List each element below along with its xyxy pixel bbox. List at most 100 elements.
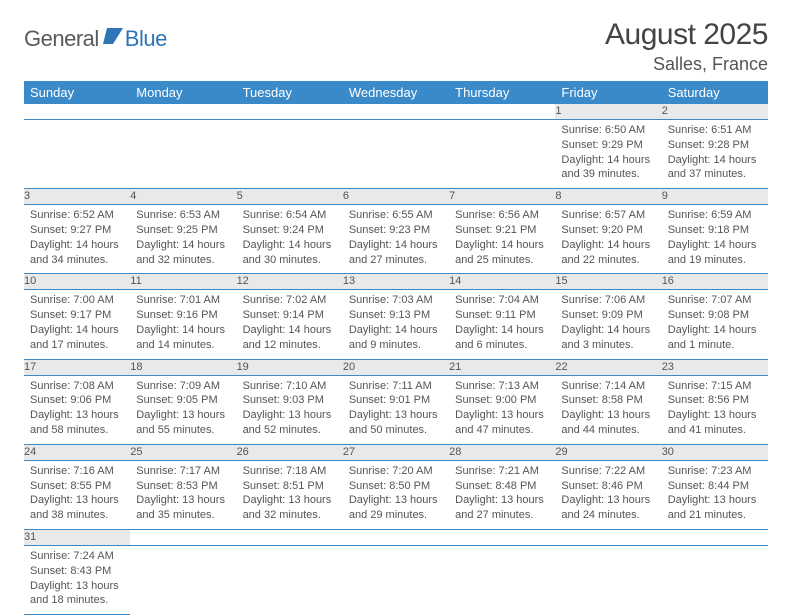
day-detail-cell: Sunrise: 6:54 AMSunset: 9:24 PMDaylight:…: [237, 205, 343, 274]
day-detail-cell: Sunrise: 7:06 AMSunset: 9:09 PMDaylight:…: [555, 290, 661, 359]
day-number-cell: 14: [449, 274, 555, 290]
day-number-row: 3456789: [24, 189, 768, 205]
day-detail-cell: Sunrise: 7:20 AMSunset: 8:50 PMDaylight:…: [343, 460, 449, 529]
day-detail-row: Sunrise: 7:00 AMSunset: 9:17 PM Daylight:…: [24, 290, 768, 359]
day-number-cell: [555, 530, 661, 546]
sunrise-line: Sunrise: 7:21 AM: [455, 464, 549, 479]
sunrise-line: Sunrise: 7:00 AM: [30, 293, 124, 308]
day-detail-cell: Sunrise: 6:53 AMSunset: 9:25 PMDaylight:…: [130, 205, 236, 274]
day-detail-cell: [449, 545, 555, 614]
day-detail-cell: Sunrise: 7:00 AMSunset: 9:17 PMDaylight:…: [24, 290, 130, 359]
month-year-title: August 2025: [605, 18, 768, 52]
sunset-line: Sunset: 9:24 PM: [243, 223, 337, 238]
day-detail-cell: [662, 545, 768, 614]
day-number-cell: 8: [555, 189, 661, 205]
daylight-line: Daylight: 14 hours and 19 minutes.: [668, 238, 762, 268]
day-number-cell: 18: [130, 359, 236, 375]
day-number-cell: 23: [662, 359, 768, 375]
day-number-row: 12: [24, 104, 768, 119]
day-detail-cell: [343, 119, 449, 188]
sunrise-line: Sunrise: 7:22 AM: [561, 464, 655, 479]
daylight-line: Daylight: 14 hours and 3 minutes.: [561, 323, 655, 353]
daylight-line: Daylight: 13 hours and 29 minutes.: [349, 493, 443, 523]
day-detail-row: Sunrise: 6:52 AMSunset: 9:27 PMDaylight:…: [24, 205, 768, 274]
weekday-header: Sunday: [24, 81, 130, 104]
sunset-line: Sunset: 9:08 PM: [668, 308, 762, 323]
sunrise-line: Sunrise: 7:18 AM: [243, 464, 337, 479]
sunrise-line: Sunrise: 7:04 AM: [455, 293, 549, 308]
sunset-line: Sunset: 9:17 PM: [30, 308, 124, 323]
day-detail-row: Sunrise: 7:08 AMSunset: 9:06 PMDaylight:…: [24, 375, 768, 444]
day-number-cell: [24, 104, 130, 119]
day-number-cell: 26: [237, 444, 343, 460]
sunrise-line: Sunrise: 7:10 AM: [243, 379, 337, 394]
sunrise-line: Sunrise: 7:01 AM: [136, 293, 230, 308]
daylight-line: Daylight: 13 hours and 27 minutes.: [455, 493, 549, 523]
daylight-line: Daylight: 14 hours and 6 minutes.: [455, 323, 549, 353]
sunrise-line: Sunrise: 7:16 AM: [30, 464, 124, 479]
day-number-cell: 19: [237, 359, 343, 375]
daylight-line: Daylight: 14 hours and 39 minutes.: [561, 153, 655, 183]
day-number-cell: 20: [343, 359, 449, 375]
generalblue-logo: General Blue: [24, 18, 167, 52]
day-detail-cell: Sunrise: 7:13 AMSunset: 9:00 PMDaylight:…: [449, 375, 555, 444]
sunset-line: Sunset: 9:03 PM: [243, 393, 337, 408]
calendar-header-row: SundayMondayTuesdayWednesdayThursdayFrid…: [24, 81, 768, 104]
sunset-line: Sunset: 9:00 PM: [455, 393, 549, 408]
day-number-cell: 9: [662, 189, 768, 205]
day-detail-cell: [24, 119, 130, 188]
daylight-line: Daylight: 14 hours and 1 minute.: [668, 323, 762, 353]
sunset-line: Sunset: 9:28 PM: [668, 138, 762, 153]
sunset-line: Sunset: 9:25 PM: [136, 223, 230, 238]
daylight-line: Daylight: 13 hours and 21 minutes.: [668, 493, 762, 523]
sunset-line: Sunset: 9:16 PM: [136, 308, 230, 323]
weekday-header: Saturday: [662, 81, 768, 104]
day-number-cell: 17: [24, 359, 130, 375]
sunset-line: Sunset: 8:53 PM: [136, 479, 230, 494]
day-number-cell: 25: [130, 444, 236, 460]
sunset-line: Sunset: 9:20 PM: [561, 223, 655, 238]
sunrise-line: Sunrise: 6:50 AM: [561, 123, 655, 138]
logo-flag-icon: [103, 28, 123, 44]
day-number-cell: 6: [343, 189, 449, 205]
page-header: General Blue August 2025 Salles, France: [24, 18, 768, 75]
day-number-cell: 7: [449, 189, 555, 205]
day-detail-cell: Sunrise: 6:56 AMSunset: 9:21 PMDaylight:…: [449, 205, 555, 274]
weekday-header: Thursday: [449, 81, 555, 104]
day-detail-cell: Sunrise: 6:55 AMSunset: 9:23 PMDaylight:…: [343, 205, 449, 274]
day-number-cell: 31: [24, 530, 130, 546]
sunset-line: Sunset: 9:27 PM: [30, 223, 124, 238]
sunset-line: Sunset: 9:09 PM: [561, 308, 655, 323]
sunrise-line: Sunrise: 7:23 AM: [668, 464, 762, 479]
sunset-line: Sunset: 8:46 PM: [561, 479, 655, 494]
daylight-line: Daylight: 13 hours and 50 minutes.: [349, 408, 443, 438]
daylight-line: Daylight: 13 hours and 18 minutes.: [30, 579, 124, 609]
day-detail-cell: [237, 545, 343, 614]
day-number-row: 17181920212223: [24, 359, 768, 375]
sunset-line: Sunset: 8:55 PM: [30, 479, 124, 494]
day-number-cell: 5: [237, 189, 343, 205]
day-detail-cell: Sunrise: 7:02 AMSunset: 9:14 PMDaylight:…: [237, 290, 343, 359]
day-number-cell: [449, 530, 555, 546]
daylight-line: Daylight: 13 hours and 41 minutes.: [668, 408, 762, 438]
calendar-table: SundayMondayTuesdayWednesdayThursdayFrid…: [24, 81, 768, 615]
daylight-line: Daylight: 14 hours and 32 minutes.: [136, 238, 230, 268]
day-number-cell: 28: [449, 444, 555, 460]
sunset-line: Sunset: 8:50 PM: [349, 479, 443, 494]
day-number-cell: [662, 530, 768, 546]
day-number-cell: 10: [24, 274, 130, 290]
day-detail-cell: Sunrise: 7:08 AMSunset: 9:06 PMDaylight:…: [24, 375, 130, 444]
day-number-cell: 16: [662, 274, 768, 290]
sunrise-line: Sunrise: 7:06 AM: [561, 293, 655, 308]
sunset-line: Sunset: 9:05 PM: [136, 393, 230, 408]
daylight-line: Daylight: 13 hours and 32 minutes.: [243, 493, 337, 523]
sunset-line: Sunset: 9:21 PM: [455, 223, 549, 238]
day-detail-cell: [130, 545, 236, 614]
daylight-line: Daylight: 14 hours and 14 minutes.: [136, 323, 230, 353]
weekday-header: Wednesday: [343, 81, 449, 104]
day-detail-cell: [555, 545, 661, 614]
location-subtitle: Salles, France: [605, 54, 768, 75]
sunrise-line: Sunrise: 7:09 AM: [136, 379, 230, 394]
sunrise-line: Sunrise: 6:54 AM: [243, 208, 337, 223]
day-number-cell: 12: [237, 274, 343, 290]
